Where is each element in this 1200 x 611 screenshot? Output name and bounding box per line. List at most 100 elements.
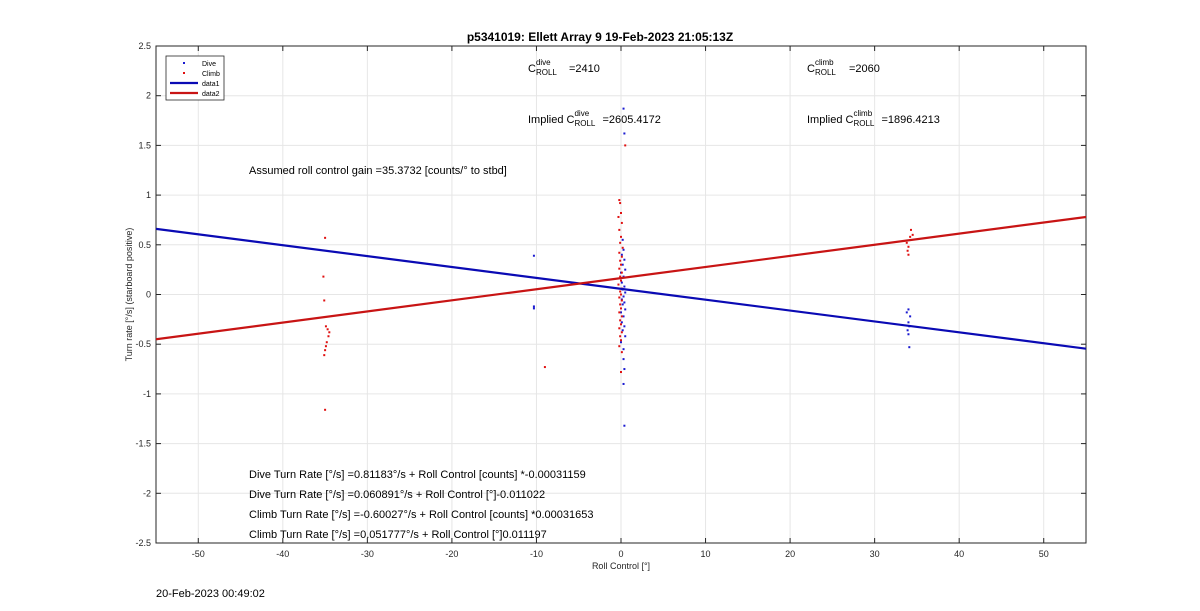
point-dive <box>907 333 910 336</box>
print-timestamp: 20-Feb-2023 00:49:02 <box>156 588 265 600</box>
point-dive <box>623 424 626 427</box>
point-climb <box>617 283 620 286</box>
point-climb <box>907 245 910 248</box>
point-climb <box>619 290 622 293</box>
legend-label: data2 <box>202 91 220 98</box>
point-climb <box>620 211 622 214</box>
chart-title: p5341019: Ellett Array 9 19-Feb-2023 21:… <box>466 30 734 44</box>
y-axis-label: Turn rate [°/s] (starboard positive) <box>124 228 134 362</box>
point-climb <box>620 323 622 326</box>
fit-annotation: Climb Turn Rate [°/s] =0.051777°/s + Rol… <box>249 529 547 541</box>
point-dive <box>624 335 627 338</box>
fit-annotation: Climb Turn Rate [°/s] =-0.60027°/s + Rol… <box>249 509 594 521</box>
x-tick-label: 40 <box>954 549 964 559</box>
point-climb <box>619 259 622 262</box>
legend-swatch <box>183 72 185 74</box>
y-tick-label: -2.5 <box>135 538 151 548</box>
legend-swatch <box>183 62 185 64</box>
point-climb <box>619 335 622 338</box>
y-tick-label: 2 <box>146 91 151 101</box>
point-climb <box>621 246 624 249</box>
point-dive <box>620 281 623 284</box>
point-dive <box>908 346 911 349</box>
x-tick-label: 30 <box>870 549 880 559</box>
point-climb <box>620 279 622 282</box>
point-dive <box>907 321 910 324</box>
point-dive <box>623 258 626 261</box>
point-dive <box>622 295 625 298</box>
point-climb <box>907 253 910 256</box>
y-tick-label: -1 <box>143 389 151 399</box>
point-dive <box>620 311 622 314</box>
y-tick-label: -0.5 <box>135 339 151 349</box>
point-climb <box>618 327 621 330</box>
point-dive <box>622 275 625 278</box>
point-climb <box>618 345 621 348</box>
point-dive <box>620 253 623 256</box>
x-tick-label: -40 <box>276 549 289 559</box>
point-climb <box>620 293 622 296</box>
point-climb <box>620 351 623 354</box>
point-dive <box>620 321 623 324</box>
y-tick-label: 2.5 <box>138 41 151 51</box>
point-climb <box>620 235 622 238</box>
point-climb <box>619 241 622 244</box>
point-dive <box>623 285 626 288</box>
point-climb <box>543 366 546 369</box>
x-axis-label: Roll Control [°] <box>592 561 650 571</box>
point-climb <box>324 236 327 239</box>
point-dive <box>623 368 626 371</box>
point-climb <box>620 307 622 310</box>
point-dive <box>622 107 625 110</box>
fit-line-data1 <box>156 227 1086 350</box>
plot-area <box>156 107 1086 427</box>
point-climb <box>620 371 622 374</box>
x-tick-label: 10 <box>701 549 711 559</box>
point-climb <box>618 199 621 202</box>
point-dive <box>532 305 535 308</box>
point-climb <box>323 299 326 302</box>
point-climb <box>618 251 621 254</box>
point-climb <box>324 349 327 352</box>
point-dive <box>623 325 626 328</box>
point-climb <box>619 303 622 306</box>
point-climb <box>324 325 327 328</box>
point-climb <box>620 255 623 258</box>
point-dive <box>622 382 625 385</box>
fit-annotation: Dive Turn Rate [°/s] =0.81183°/s + Roll … <box>249 469 586 481</box>
point-climb <box>618 228 621 231</box>
point-climb <box>620 263 622 266</box>
x-tick-label: 0 <box>618 549 623 559</box>
point-dive <box>624 268 627 271</box>
legend-label: Climb <box>202 71 220 78</box>
point-dive <box>620 341 622 344</box>
point-climb <box>618 296 621 299</box>
point-climb <box>619 275 622 278</box>
point-dive <box>905 311 908 314</box>
point-dive <box>622 358 625 361</box>
y-tick-label: 0 <box>146 290 151 300</box>
point-climb <box>324 345 327 348</box>
point-dive <box>623 132 626 135</box>
point-dive <box>621 329 624 332</box>
roll-gain-annotation: Assumed roll control gain =35.3732 [coun… <box>249 165 507 177</box>
point-dive <box>909 315 912 318</box>
point-dive <box>622 348 625 351</box>
point-climb <box>323 354 326 357</box>
point-dive <box>532 254 535 257</box>
x-tick-label: 50 <box>1039 549 1049 559</box>
x-tick-label: -10 <box>530 549 543 559</box>
point-climb <box>618 311 621 314</box>
point-dive <box>624 308 627 311</box>
point-dive <box>907 308 910 311</box>
x-tick-label: -50 <box>192 549 205 559</box>
fit-annotation: Dive Turn Rate [°/s] =0.060891°/s + Roll… <box>249 489 546 501</box>
point-climb <box>617 215 620 218</box>
x-tick-label: 20 <box>785 549 795 559</box>
point-dive <box>621 263 624 266</box>
point-dive <box>622 248 625 251</box>
